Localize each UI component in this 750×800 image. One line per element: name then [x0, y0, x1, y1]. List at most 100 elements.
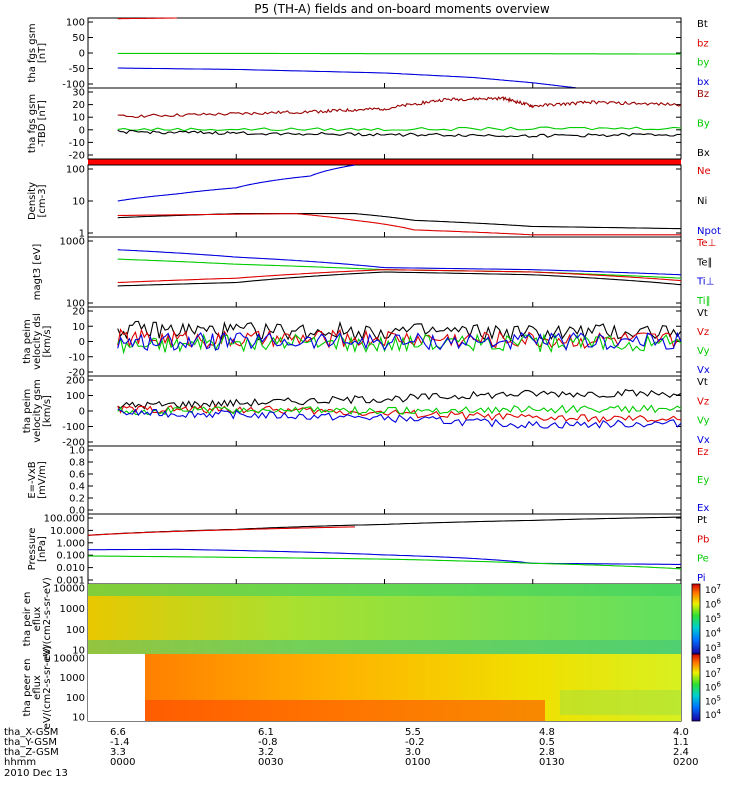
- y-tick-label: 30: [72, 88, 85, 99]
- series-line-Vx: [117, 408, 682, 429]
- colorbar-label: 105: [705, 694, 721, 707]
- y-tick-label: -10: [69, 352, 85, 363]
- ephemeris-value: -1.4: [110, 737, 130, 748]
- y-tick-label: -20: [69, 151, 85, 162]
- legend-entry: Bz: [697, 89, 709, 100]
- series-line-Vy: [117, 333, 682, 355]
- ephemeris-value: 0200: [673, 757, 698, 768]
- panel-frame: [87, 87, 682, 160]
- y-tick-label: -100: [62, 80, 85, 91]
- y-tick-label: 10000: [53, 584, 85, 595]
- series-line-Ti⊥: [117, 249, 682, 276]
- y-tick-label: 100: [66, 18, 85, 29]
- colorbar-label: 106: [705, 598, 721, 611]
- ion-spectrogram: [88, 584, 681, 654]
- legend-entry: Ez: [697, 447, 709, 458]
- legend-entry: By: [697, 119, 710, 130]
- legend-entry: Ex: [697, 503, 709, 514]
- panel-1: 100 50 0 -50 -100 tha fgs gsm[nT] Bt bz by bx: [27, 17, 709, 91]
- colorbar-label: 107: [705, 583, 721, 596]
- y-tick-label: 1.0: [69, 446, 85, 457]
- y-axis-label: tha peimvelocity gsm[km/s]: [22, 379, 53, 443]
- y-tick-label: 1000: [60, 673, 85, 684]
- series-line-Vz: [117, 328, 682, 349]
- ephemeris-value: 0000: [110, 757, 135, 768]
- y-tick-label: 0.4: [69, 482, 85, 493]
- series-line-Vz: [117, 404, 682, 424]
- series-line-bz: [117, 17, 177, 20]
- panel-frame: [87, 164, 682, 238]
- ephemeris-value: 3.3: [110, 747, 126, 758]
- y-tick-label: 10: [72, 322, 85, 333]
- y-tick-label: 20: [72, 307, 85, 318]
- legend-entry: bx: [697, 77, 709, 88]
- series-line-Te⊥: [117, 269, 682, 284]
- date-label: 2010 Dec 13: [4, 768, 68, 779]
- y-tick-label: 200: [66, 376, 85, 387]
- legend-entry: by: [697, 58, 709, 69]
- y-tick-label: 10: [72, 646, 85, 657]
- legend-entry: Ne: [697, 166, 711, 177]
- ephemeris-value: 2.8: [539, 747, 555, 758]
- ephemeris-value: 4.0: [673, 727, 689, 738]
- colorbar-label: 105: [705, 612, 721, 625]
- y-tick-label: 0.0: [69, 506, 85, 517]
- legend-entry: Ti⊥: [696, 277, 714, 288]
- series-line-Pt: [87, 516, 682, 536]
- legend-entry: Pi: [697, 573, 706, 584]
- y-tick-label: 100: [66, 693, 85, 704]
- series-line-Pi: [88, 548, 681, 565]
- ephemeris-label: tha_X-GSM: [4, 727, 58, 738]
- y-tick-label: 50: [72, 33, 85, 44]
- y-tick-label: 0: [79, 407, 85, 418]
- legend-entry: Vt: [697, 377, 708, 388]
- colorbar-label: 108: [705, 653, 721, 666]
- series-line-Pe: [87, 555, 682, 570]
- y-tick-label: 1000: [60, 604, 85, 615]
- series-line-Ne: [117, 213, 681, 236]
- series-line-Vx: [117, 331, 682, 352]
- series-line-By: [117, 126, 682, 132]
- ephemeris-value: 3.0: [405, 747, 421, 758]
- legend-entry: Vy: [697, 416, 710, 427]
- panel-6: 200 100 0 -100 -200 tha peimvelocity gsm[km/s…: [22, 375, 710, 449]
- series-line-Bz: [117, 96, 682, 119]
- ephemeris-value: 5.5: [405, 727, 421, 738]
- y-axis-label: tha peir enefluxeV/(cm2-s-sr-eV): [22, 577, 53, 661]
- ephemeris-value: 6.6: [110, 727, 126, 738]
- series-line-bx: [117, 67, 578, 89]
- legend-entry: Vx: [697, 365, 710, 376]
- y-tick-label: -100: [62, 422, 85, 433]
- legend-entry: Vz: [697, 396, 709, 407]
- legend-entry: Pe: [697, 554, 709, 565]
- series-line-Vy: [117, 404, 682, 416]
- legend-entry: Ey: [697, 475, 709, 486]
- y-axis-label: Density[cm-3]: [27, 182, 48, 220]
- y-tick-label: 20: [72, 100, 85, 111]
- colorbar-label: 104: [705, 708, 721, 721]
- y-tick-label: 0.001: [56, 576, 85, 587]
- y-tick-label: 0: [79, 125, 85, 136]
- legend-entry: bz: [697, 38, 709, 49]
- legend-entry: Vt: [697, 308, 708, 319]
- series-line-Te∥: [117, 271, 682, 287]
- ephemeris-value: 1.1: [673, 737, 689, 748]
- y-tick-label: 100: [66, 299, 85, 310]
- y-tick-label: 0: [79, 337, 85, 348]
- series-line-Pb: [87, 526, 355, 536]
- y-tick-label: 100: [66, 625, 85, 636]
- ephemeris-value: 4.8: [539, 727, 555, 738]
- ephemeris-value: 0030: [258, 757, 283, 768]
- y-axis-label: tha peimvelocity dsl[km/s]: [22, 313, 53, 370]
- y-axis-label: tha fgs gsm[nT]: [27, 23, 48, 82]
- y-tick-label: 0.2: [69, 494, 85, 505]
- colorbar-label: 104: [705, 627, 721, 640]
- y-tick-label: -50: [69, 64, 85, 75]
- panel-frame: [87, 375, 682, 447]
- legend-entry: Vx: [697, 435, 710, 446]
- ephemeris-value: 0.5: [539, 737, 555, 748]
- y-tick-label: -20: [69, 368, 85, 379]
- legend-entry: Ni: [697, 196, 707, 207]
